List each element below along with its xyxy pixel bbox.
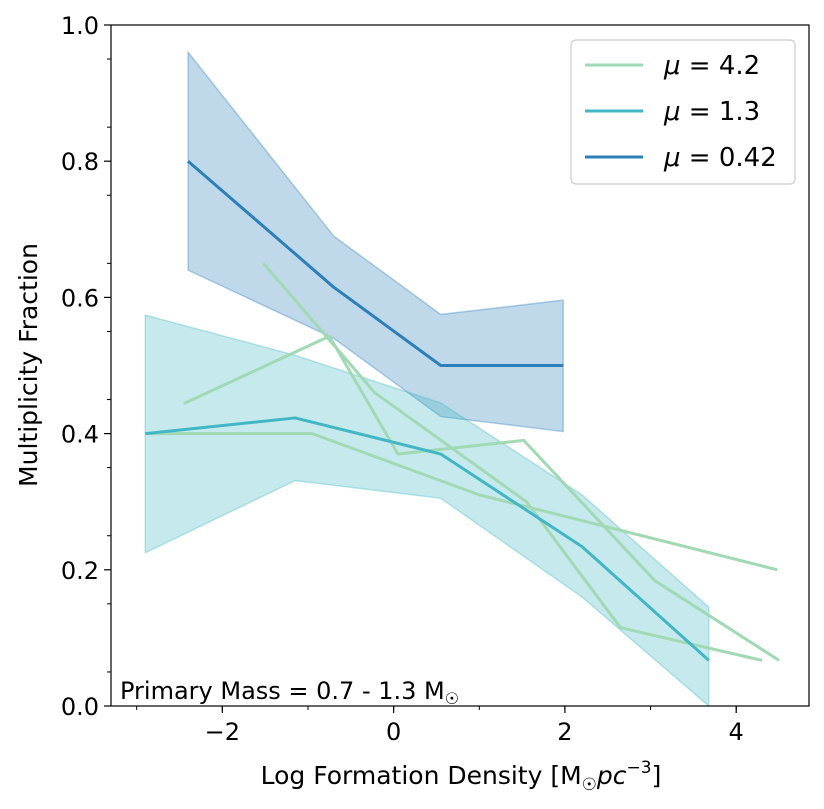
series-lines (145, 160, 780, 662)
series-line-4 (145, 432, 778, 572)
y-axis: 0.0 0.2 0.4 0.6 0.8 1.0 (61, 12, 111, 721)
series-line-3 (262, 262, 763, 662)
series-line-0 (187, 160, 564, 367)
confidence-band-0 (187, 50, 564, 433)
annotation-subscript: ☉ (445, 689, 459, 708)
series-line-1 (145, 416, 710, 662)
legend-label: μ = 0.42 (663, 143, 777, 173)
x-axis-label-subscript: ☉ (582, 775, 597, 795)
x-axis-label-unit: pc (596, 761, 627, 790)
y-tick-label: 0.4 (61, 421, 99, 449)
y-tick-label: 0.8 (61, 148, 99, 176)
x-axis-label: Log Formation Density [M☉pc−3] (261, 758, 662, 795)
series-line-2 (183, 334, 780, 662)
annotation-text: Primary Mass = 0.7 - 1.3 M (120, 677, 445, 705)
x-tick-label: 4 (729, 718, 744, 746)
x-axis-label-close: ] (652, 761, 662, 790)
legend-entries: μ = 4.2 μ = 1.3 μ = 0.42 (585, 51, 777, 173)
x-axis: −2 0 2 4 (136, 706, 744, 746)
y-axis-label: Multiplicity Fraction (14, 243, 43, 487)
y-tick-label: 0.0 (61, 693, 99, 721)
plot-frame (110, 24, 810, 707)
x-axis-label-main: Log Formation Density [M (261, 761, 582, 790)
x-tick-label: 2 (557, 718, 572, 746)
y-tick-label: 0.6 (61, 284, 99, 312)
x-tick-label: −2 (205, 718, 240, 746)
legend-label: μ = 1.3 (663, 97, 760, 127)
legend-label: μ = 4.2 (663, 51, 760, 81)
legend-box (570, 39, 796, 185)
legend: μ = 4.2 μ = 1.3 μ = 0.42 (570, 39, 796, 185)
annotation: Primary Mass = 0.7 - 1.3 M☉ (120, 677, 459, 708)
x-axis-label-exponent: −3 (627, 758, 652, 778)
y-tick-label: 0.2 (61, 557, 99, 585)
x-tick-label: 0 (386, 718, 401, 746)
y-tick-label: 1.0 (61, 12, 99, 40)
